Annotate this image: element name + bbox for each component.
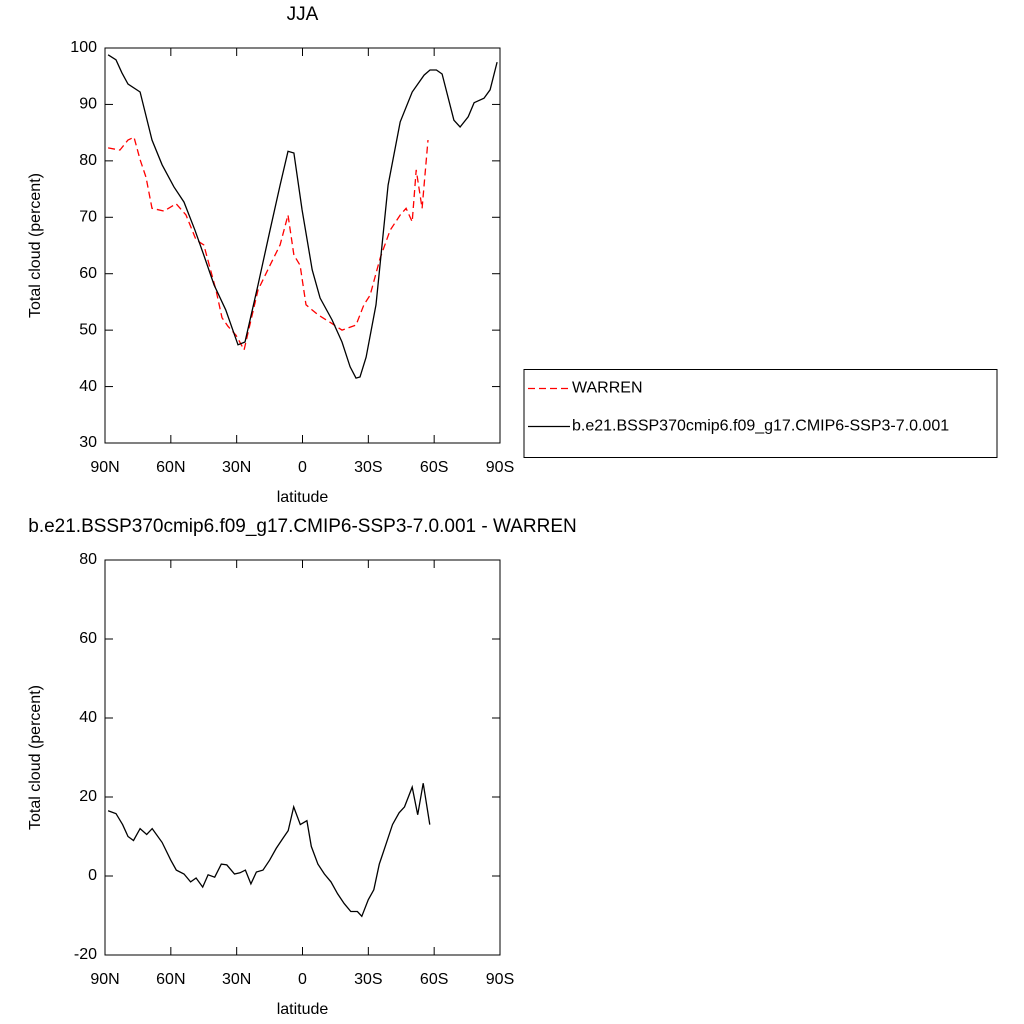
y-tick-label: 100 xyxy=(70,39,97,56)
x-tick-label: 30S xyxy=(354,971,382,988)
x-tick-label: 60N xyxy=(156,971,185,988)
legend-label: WARREN xyxy=(572,380,643,397)
x-tick-label: 30N xyxy=(222,971,251,988)
x-axis-label: latitude xyxy=(277,489,329,506)
plot-frame xyxy=(104,559,501,956)
chart-title: JJA xyxy=(287,4,319,25)
legend-label: b.e21.BSSP370cmip6.f09_g17.CMIP6-SSP3-7.… xyxy=(572,418,949,435)
chart-title: b.e21.BSSP370cmip6.f09_g17.CMIP6-SSP3-7.… xyxy=(28,516,576,537)
y-tick-label: 60 xyxy=(79,630,97,647)
y-tick-label: 80 xyxy=(79,152,97,169)
x-tick-label: 0 xyxy=(298,459,307,476)
x-tick-label: 60S xyxy=(420,459,448,476)
y-tick-label: 70 xyxy=(79,209,97,226)
y-tick-label: 40 xyxy=(79,378,97,395)
x-tick-label: 90N xyxy=(90,459,119,476)
y-tick-label: -20 xyxy=(74,946,97,963)
x-axis-label: latitude xyxy=(277,1001,329,1018)
legend-box xyxy=(523,369,998,458)
data-line xyxy=(107,54,498,379)
x-tick-label: 30N xyxy=(222,459,251,476)
data-line xyxy=(107,136,429,352)
x-tick-label: 60N xyxy=(156,459,185,476)
x-tick-label: 60S xyxy=(420,971,448,988)
y-tick-label: 20 xyxy=(79,788,97,805)
y-tick-label: 90 xyxy=(79,96,97,113)
x-tick-label: 90S xyxy=(486,459,514,476)
x-tick-label: 0 xyxy=(298,971,307,988)
x-tick-label: 30S xyxy=(354,459,382,476)
y-axis-label: Total cloud (percent) xyxy=(27,173,44,318)
y-tick-label: 60 xyxy=(79,265,97,282)
y-axis-label: Total cloud (percent) xyxy=(27,685,44,830)
x-tick-label: 90N xyxy=(90,971,119,988)
y-tick-label: 0 xyxy=(88,867,97,884)
y-tick-label: 80 xyxy=(79,551,97,568)
data-line xyxy=(107,783,431,918)
y-tick-label: 50 xyxy=(79,321,97,338)
y-tick-label: 40 xyxy=(79,709,97,726)
x-tick-label: 90S xyxy=(486,971,514,988)
plot-frame xyxy=(104,47,501,444)
y-tick-label: 30 xyxy=(79,434,97,451)
